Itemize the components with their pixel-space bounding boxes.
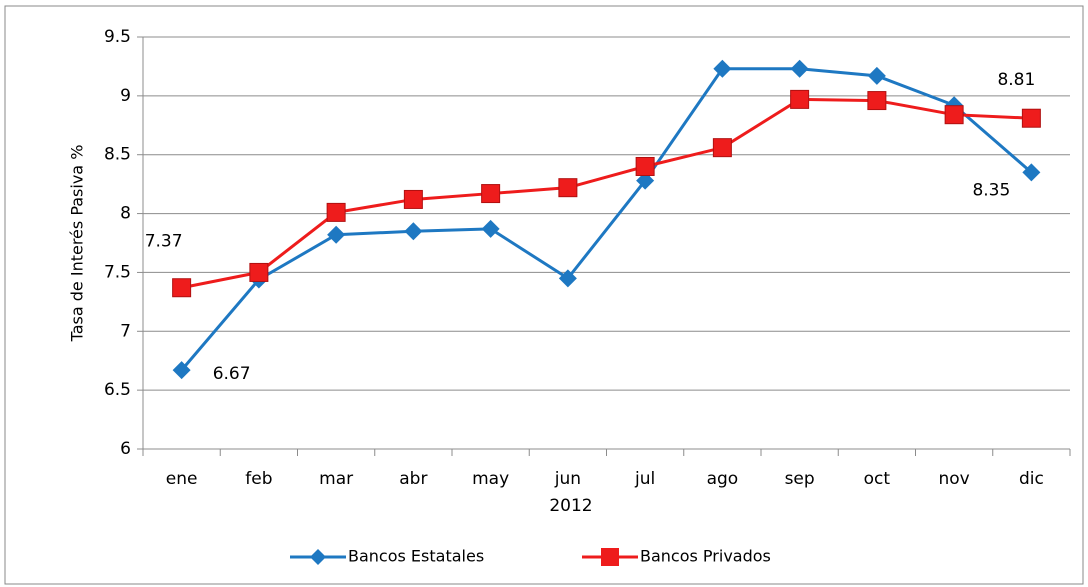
legend-marker [601, 548, 619, 566]
marker [867, 66, 886, 85]
legend-label: Bancos Estatales [348, 547, 484, 566]
y-tick-label: 6 [120, 439, 131, 459]
marker [172, 361, 191, 380]
marker [1021, 108, 1041, 128]
marker [1022, 163, 1041, 182]
marker [790, 89, 810, 109]
data-label: 8.35 [972, 180, 1010, 200]
marker [327, 225, 346, 244]
x-tick-label: sep [785, 469, 815, 489]
y-tick-label: 6.5 [104, 380, 131, 400]
data-label: 8.81 [997, 70, 1035, 90]
data-label: 6.67 [213, 364, 251, 384]
y-tick-label: 9.5 [104, 27, 131, 47]
y-tick-label: 8.5 [104, 145, 131, 165]
marker [867, 91, 887, 111]
x-axis-label: 2012 [549, 496, 592, 516]
y-tick-label: 7.5 [104, 262, 131, 282]
marker [249, 262, 269, 282]
y-axis-label: Tasa de Interés Pasiva % [68, 145, 87, 343]
chart-frame [4, 5, 1084, 585]
x-tick-label: may [472, 469, 509, 489]
x-tick-label: oct [864, 469, 891, 489]
y-tick-label: 7 [120, 321, 131, 341]
x-tick-label: jun [554, 469, 581, 489]
x-tick-label: dic [1019, 469, 1044, 489]
x-tick-label: jul [634, 469, 655, 489]
marker [558, 178, 578, 198]
y-tick-label: 8 [120, 204, 131, 224]
marker [326, 202, 346, 222]
x-tick-label: ago [707, 469, 739, 489]
data-label: 7.37 [145, 232, 183, 252]
x-tick-label: nov [939, 469, 970, 489]
y-tick-label: 9 [120, 86, 131, 106]
marker [790, 59, 809, 78]
marker [635, 156, 655, 176]
x-tick-label: mar [319, 469, 353, 489]
marker [712, 138, 732, 158]
x-tick-label: ene [166, 469, 198, 489]
marker [404, 222, 423, 241]
marker [558, 269, 577, 288]
legend-label: Bancos Privados [640, 547, 771, 566]
marker [172, 278, 192, 298]
line [180, 67, 1033, 372]
line [181, 97, 1032, 290]
marker [403, 189, 423, 209]
marker [636, 171, 655, 190]
x-tick-label: feb [245, 469, 272, 489]
x-tick-label: abr [399, 469, 427, 489]
marker [481, 219, 500, 238]
marker [713, 59, 732, 78]
marker [944, 105, 964, 125]
legend-marker [310, 549, 326, 565]
marker [481, 184, 501, 204]
